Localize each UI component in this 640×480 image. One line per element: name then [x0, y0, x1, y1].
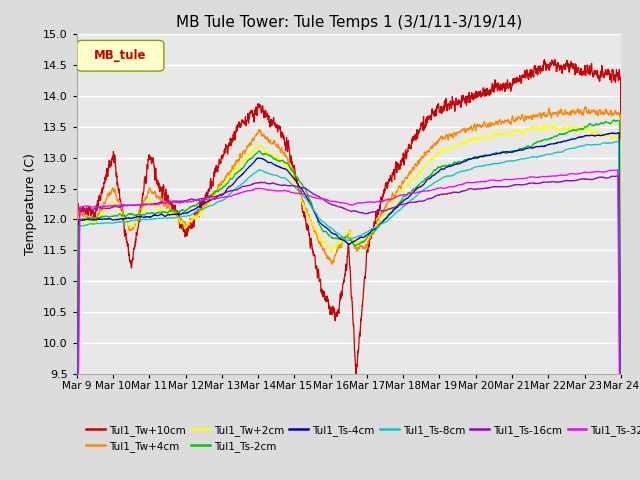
Title: MB Tule Tower: Tule Temps 1 (3/1/11-3/19/14): MB Tule Tower: Tule Temps 1 (3/1/11-3/19…	[175, 15, 522, 30]
Legend: Tul1_Tw+10cm, Tul1_Tw+4cm, Tul1_Tw+2cm, Tul1_Ts-2cm, Tul1_Ts-4cm, Tul1_Ts-8cm, T: Tul1_Tw+10cm, Tul1_Tw+4cm, Tul1_Tw+2cm, …	[82, 420, 640, 456]
FancyBboxPatch shape	[77, 40, 164, 71]
Y-axis label: Temperature (C): Temperature (C)	[24, 153, 38, 255]
Text: MB_tule: MB_tule	[94, 49, 147, 62]
